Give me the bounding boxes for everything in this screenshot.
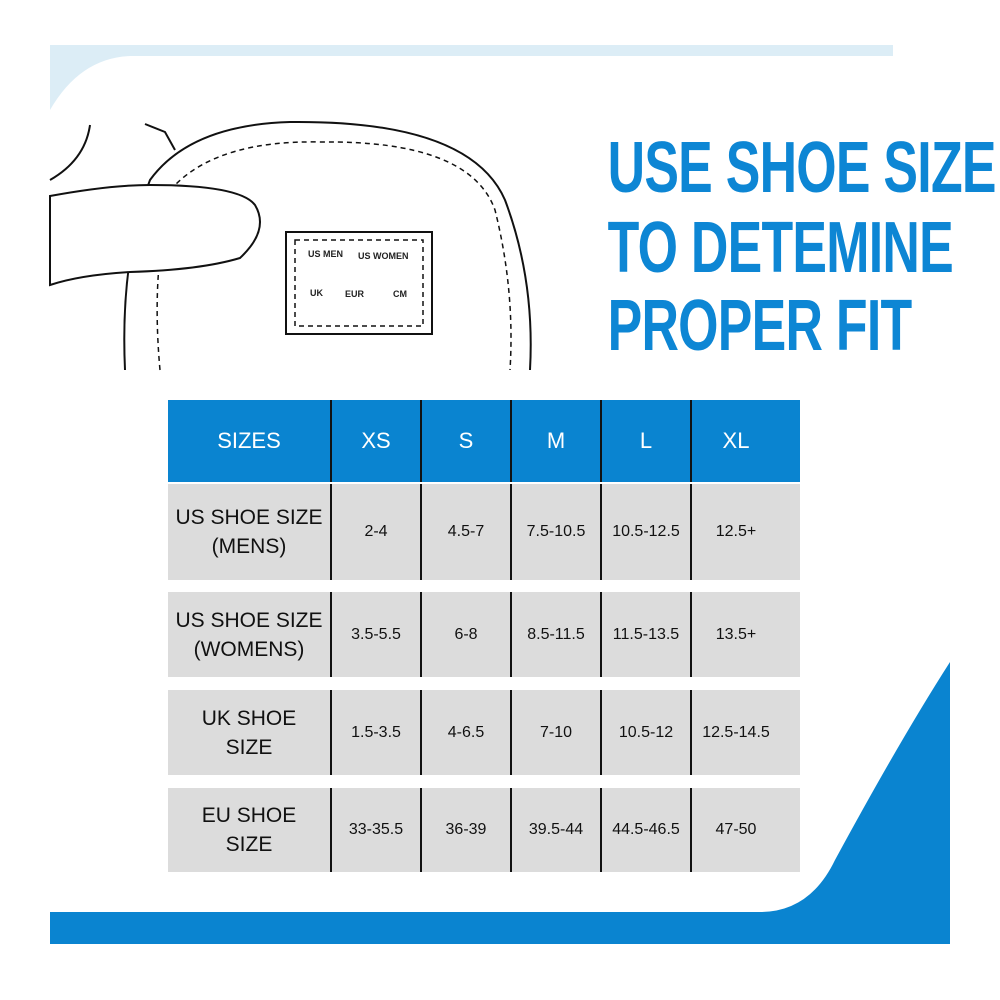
table-header-row: SIZES XS S M L XL xyxy=(168,400,800,482)
header-s: S xyxy=(420,400,510,482)
table-cell: 2-4 xyxy=(330,484,420,580)
table-cell: 13.5+ xyxy=(690,592,780,677)
title-line-1: USE SHOE SIZE xyxy=(607,128,997,208)
table-cell: 7.5-10.5 xyxy=(510,484,600,580)
table-cell: 39.5-44 xyxy=(510,788,600,872)
row-label-line: SIZE xyxy=(225,735,273,759)
table-cell: 11.5-13.5 xyxy=(600,592,690,677)
table-cell: 10.5-12 xyxy=(600,690,690,775)
row-label: US SHOE SIZE (WOMENS) xyxy=(168,592,330,677)
table-cell: 12.5-14.5 xyxy=(690,690,780,775)
label-us-men: US MEN xyxy=(308,249,344,259)
table-cell: 4-6.5 xyxy=(420,690,510,775)
header-m: M xyxy=(510,400,600,482)
header-xl: XL xyxy=(690,400,780,482)
table-row: US SHOE SIZE (WOMENS) 3.5-5.5 6-8 8.5-11.5 11… xyxy=(168,592,800,677)
table-cell: 1.5-3.5 xyxy=(330,690,420,775)
row-label: US SHOE SIZE (MENS) xyxy=(168,484,330,580)
table-row: EU SHOE SIZE 33-35.5 36-39 39.5-44 44.5-46.5 4… xyxy=(168,788,800,872)
label-eur: EUR xyxy=(345,289,365,299)
table-cell: 10.5-12.5 xyxy=(600,484,690,580)
table-cell: 6-8 xyxy=(420,592,510,677)
row-label-line: UK SHOE xyxy=(201,706,297,730)
table-cell: 7-10 xyxy=(510,690,600,775)
header-xs: XS xyxy=(330,400,420,482)
table-cell: 4.5-7 xyxy=(420,484,510,580)
label-uk: UK xyxy=(310,288,323,298)
table-cell: 3.5-5.5 xyxy=(330,592,420,677)
table-cell: 36-39 xyxy=(420,788,510,872)
row-label-line: US SHOE SIZE xyxy=(175,506,323,529)
row-label-line: (MENS) xyxy=(211,535,287,558)
table-cell: 47-50 xyxy=(690,788,780,872)
table-cell: 33-35.5 xyxy=(330,788,420,872)
label-us-women: US WOMEN xyxy=(358,251,409,261)
row-label-line: EU SHOE xyxy=(201,804,297,827)
top-light-blue-band xyxy=(50,45,893,110)
header-sizes: SIZES xyxy=(217,428,281,453)
table-row: US SHOE SIZE (MENS) 2-4 4.5-7 7.5-10.5 10.5-1… xyxy=(168,484,800,580)
bottom-blue-band xyxy=(50,662,950,944)
row-label: EU SHOE SIZE xyxy=(168,788,330,872)
table-cell: 44.5-46.5 xyxy=(600,788,690,872)
hand-holding-shoe-icon xyxy=(49,120,532,371)
title-line-3: PROPER FIT xyxy=(607,286,913,366)
row-label-line: US SHOE SIZE xyxy=(175,608,323,632)
table-cell: 8.5-11.5 xyxy=(510,592,600,677)
header-l: L xyxy=(600,400,690,482)
label-cm: CM xyxy=(393,289,407,299)
table-row: UK SHOE SIZE 1.5-3.5 4-6.5 7-10 10.5-12 12.5-1… xyxy=(168,690,800,775)
row-label: UK SHOE SIZE xyxy=(168,690,330,775)
table-cell: 12.5+ xyxy=(690,484,780,580)
row-label-line: SIZE xyxy=(225,833,273,856)
title-line-2: TO DETEMINE xyxy=(607,208,954,288)
row-label-line: (WOMENS) xyxy=(193,637,305,661)
